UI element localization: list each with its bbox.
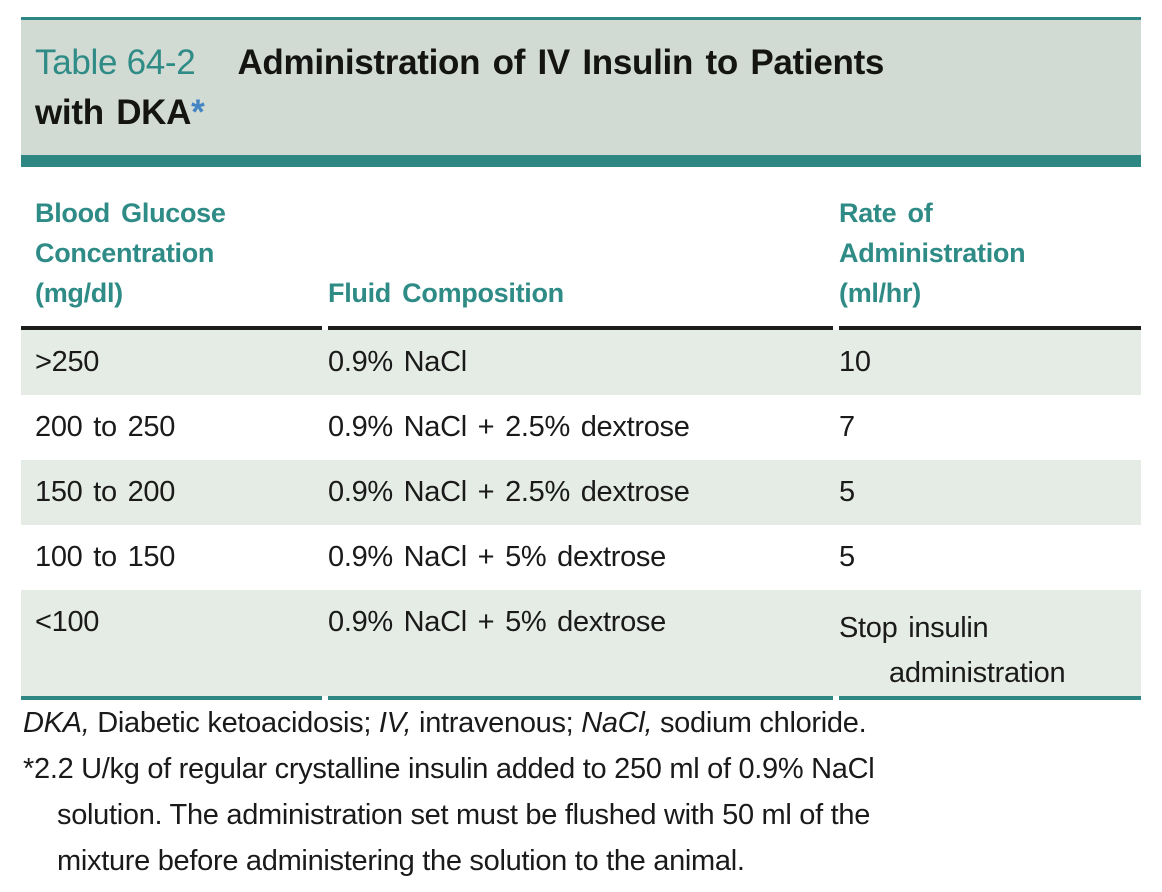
column-header-fluid-line1: Fluid Composition [328,278,564,308]
bottom-rule-segment [328,696,833,700]
glucose-cell: <100 [35,606,100,638]
abbreviation-line: DKA, Diabetic ketoacidosis; IV, intraven… [23,700,1153,746]
table-title-continuation: with DKA [35,93,192,132]
header-rule-segment [21,326,322,330]
table-row: 200 to 250 0.9% NaCl + 2.5% dextrose 7 [21,395,1141,460]
abbr-nacl-definition: sodium chloride. [652,707,867,739]
fluid-cell: 0.9% NaCl + 5% dextrose [328,606,666,638]
header-rule-segment [839,326,1141,330]
table-title: Administration of IV Insulin to Patients [237,43,885,82]
abbr-iv-definition: intravenous; [411,707,582,739]
starred-note-line3: mixture before administering the solutio… [57,845,745,877]
column-header-glucose-line2: Concentration [35,238,215,268]
abbr-dka: DKA, [23,707,90,739]
glucose-cell: >250 [35,346,100,378]
bottom-rule-segment [839,696,1141,700]
starred-note: *2.2 U/kg of regular crystalline insulin… [23,746,1153,884]
header-rule [21,326,1141,330]
table-row: 150 to 200 0.9% NaCl + 2.5% dextrose 5 [21,460,1141,525]
footnotes: DKA, Diabetic ketoacidosis; IV, intraven… [23,700,1153,884]
fluid-cell: 0.9% NaCl [328,346,467,378]
glucose-cell: 150 to 200 [35,476,176,508]
starred-note-line2: solution. The administration set must be… [57,799,871,831]
table-row: <100 0.9% NaCl + 5% dextrose Stop insuli… [21,590,1141,696]
table-header-band: Table 64-2 Administration of IV Insulin t… [21,17,1141,155]
table-body: >250 0.9% NaCl 10 200 to 250 0.9% NaCl +… [21,330,1141,696]
starred-note-line1: *2.2 U/kg of regular crystalline insulin… [23,753,875,785]
rate-cell: Stop insulin administration [839,590,1141,696]
table-row: >250 0.9% NaCl 10 [21,330,1141,395]
column-header-rate-line2: Administration [839,238,1026,268]
fluid-cell: 0.9% NaCl + 5% dextrose [328,541,666,573]
glucose-cell: 100 to 150 [35,541,176,573]
header-rule-segment [328,326,833,330]
rate-cell-line1: Stop insulin [839,612,989,644]
column-header-rate-line1: Rate of [839,198,933,228]
column-header-rate-line3: (ml/hr) [839,278,921,308]
table-title-line2: with DKA* [35,88,1127,138]
table-row: 100 to 150 0.9% NaCl + 5% dextrose 5 [21,525,1141,590]
glucose-cell: 200 to 250 [35,411,176,443]
fluid-cell: 0.9% NaCl + 2.5% dextrose [328,476,690,508]
fluid-cell: 0.9% NaCl + 2.5% dextrose [328,411,690,443]
column-header-glucose-line3: (mg/dl) [35,278,123,308]
bottom-rule-segment [21,696,322,700]
abbr-dka-definition: Diabetic ketoacidosis; [89,707,379,739]
column-header-rate: Rate of Administration (ml/hr) [839,193,1141,313]
table-title-line1: Table 64-2 Administration of IV Insulin t… [35,38,1127,88]
column-headers: Blood Glucose Concentration (mg/dl) Flui… [21,167,1141,326]
column-header-glucose-line1: Blood Glucose [35,198,226,228]
abbr-nacl: NaCl, [581,707,653,739]
rate-cell: 5 [839,476,855,508]
column-header-glucose: Blood Glucose Concentration (mg/dl) [21,193,322,313]
table-bottom-rule [21,696,1141,700]
rate-cell-line2: administration [889,657,1066,689]
table-number: Table 64-2 [35,43,196,82]
rate-cell: 7 [839,411,855,443]
table-card: Table 64-2 Administration of IV Insulin t… [21,17,1141,700]
rate-cell: 5 [839,541,855,573]
column-header-fluid: Fluid Composition [328,273,833,313]
teal-divider-bar [21,155,1141,167]
abbr-iv: IV, [378,707,412,739]
rate-cell: 10 [839,346,871,378]
footnote-marker-asterisk: * [191,93,205,132]
